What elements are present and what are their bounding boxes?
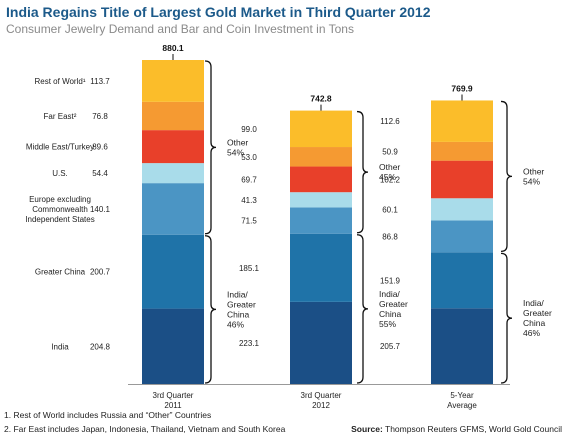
- bar-segment: [290, 192, 352, 208]
- chart-title: India Regains Title of Largest Gold Mark…: [6, 4, 431, 20]
- value-label: 204.8: [90, 342, 111, 351]
- total-label: 880.1: [162, 43, 184, 53]
- category-label: 3rd Quarter: [301, 391, 342, 400]
- series-label: Greater China: [35, 268, 86, 277]
- value-label: 185.1: [239, 264, 260, 273]
- category-label: 3rd Quarter: [153, 391, 194, 400]
- bar-segment: [431, 198, 493, 221]
- value-label: 86.8: [382, 232, 398, 241]
- bar-segment: [290, 166, 352, 193]
- bracket-label-other: Other: [227, 137, 248, 147]
- bar-segment: [290, 207, 352, 234]
- value-label: 205.7: [380, 342, 401, 351]
- series-label: Middle East/Turkey: [26, 143, 94, 152]
- bracket-other: [500, 100, 513, 253]
- bracket-label-india-china: China: [227, 309, 249, 319]
- bar-segment: [431, 220, 493, 253]
- bracket-label-india-china: Greater: [379, 299, 408, 309]
- value-label: 102.2: [380, 175, 401, 184]
- bracket-label-india-china: Greater: [523, 308, 552, 318]
- bracket-label-other: Other: [523, 166, 544, 176]
- bracket-label-india-china: 55%: [379, 319, 396, 329]
- footnote-1: 1. Rest of World includes Russia and “Ot…: [4, 410, 212, 420]
- bracket-label-india-china: India/: [523, 298, 544, 308]
- value-label: 53.0: [241, 153, 257, 162]
- category-label: 2012: [312, 401, 330, 410]
- bracket-label-other: 54%: [227, 147, 244, 157]
- series-label: Rest of World¹: [35, 77, 86, 86]
- value-label: 54.4: [92, 169, 108, 178]
- value-label: 69.7: [241, 175, 257, 184]
- bracket-india-china: [204, 235, 217, 384]
- series-label: India: [51, 342, 69, 351]
- bracket-label-other: 45%: [379, 172, 396, 182]
- series-label: Europe excluding: [29, 195, 91, 204]
- total-label: 769.9: [451, 83, 473, 93]
- bar-segment: [142, 130, 204, 164]
- bar-segment: [290, 233, 352, 302]
- bar-segment: [431, 100, 493, 142]
- bar-segment: [290, 147, 352, 167]
- category-label: 2011: [164, 401, 182, 410]
- source-note: Source: Thompson Reuters GFMS, World Gol…: [351, 424, 562, 434]
- bracket-label-other: Other: [379, 162, 400, 172]
- bar-segment: [142, 163, 204, 184]
- source-text: Thompson Reuters GFMS, World Gold Counci…: [382, 424, 562, 434]
- bracket-label-india-china: 46%: [227, 319, 244, 329]
- footnote-2: 2. Far East includes Japan, Indonesia, T…: [4, 424, 286, 434]
- bar-segment: [142, 60, 204, 102]
- value-label: 76.8: [92, 112, 108, 121]
- series-label: Independent States: [25, 215, 94, 224]
- series-label: Commonwealth: [32, 205, 88, 214]
- bracket-label-india-china: China: [523, 318, 545, 328]
- value-label: 50.9: [382, 147, 398, 156]
- bracket-other: [356, 110, 369, 234]
- bar-segment: [142, 183, 204, 235]
- series-label: U.S.: [52, 169, 68, 178]
- source-label: Source:: [351, 424, 383, 434]
- bracket-label-india-china: China: [379, 309, 401, 319]
- bracket-other: [204, 60, 217, 235]
- bar-segment: [142, 234, 204, 309]
- bracket-label-india-china: Greater: [227, 299, 256, 309]
- value-label: 200.7: [90, 268, 111, 277]
- value-label: 140.1: [90, 205, 111, 214]
- bar-segment: [142, 308, 204, 384]
- bar-segment: [290, 110, 352, 148]
- value-label: 60.1: [382, 205, 398, 214]
- bar-segment: [431, 160, 493, 199]
- bar-segment: [431, 252, 493, 309]
- category-label: Average: [447, 401, 477, 410]
- value-label: 99.0: [241, 125, 257, 134]
- bracket-india-china: [356, 234, 369, 384]
- bracket-label-india-china: 46%: [523, 328, 540, 338]
- value-label: 89.6: [92, 143, 108, 152]
- value-label: 71.5: [241, 217, 257, 226]
- value-label: 223.1: [239, 339, 260, 348]
- value-label: 41.3: [241, 196, 257, 205]
- bracket-label-india-china: India/: [227, 289, 248, 299]
- bracket-label-india-china: India/: [379, 289, 400, 299]
- category-label: 5-Year: [450, 391, 474, 400]
- total-label: 742.8: [310, 94, 332, 104]
- bracket-label-other: 54%: [523, 176, 540, 186]
- bar-segment: [431, 308, 493, 384]
- bar-segment: [431, 141, 493, 161]
- bracket-india-china: [500, 252, 513, 384]
- bar-segment: [142, 101, 204, 131]
- bar-segment: [290, 301, 352, 384]
- chart-subtitle: Consumer Jewelry Demand and Bar and Coin…: [6, 22, 354, 36]
- value-label: 151.9: [380, 276, 401, 285]
- value-label: 113.7: [90, 77, 110, 86]
- series-label: Far East²: [44, 112, 77, 121]
- value-label: 112.6: [380, 117, 400, 126]
